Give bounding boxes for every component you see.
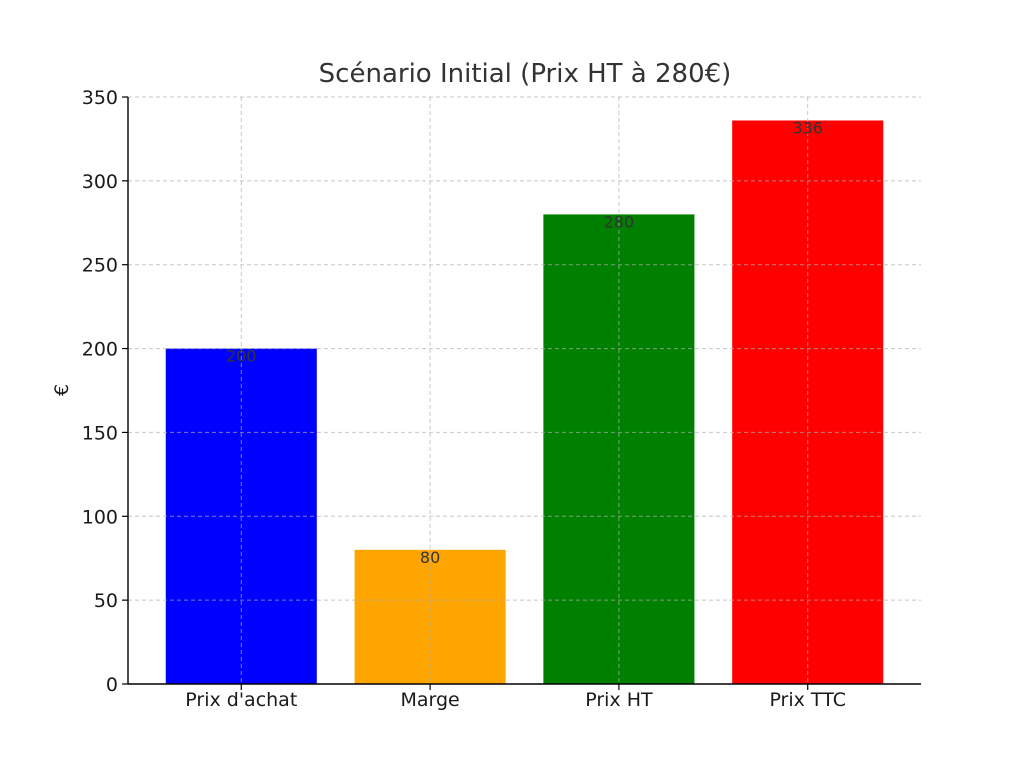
x-tick-label-3: Prix TTC <box>769 689 846 711</box>
y-tick-label-0: 0 <box>106 674 118 696</box>
data-labels: 200 80 280 336 <box>226 118 823 566</box>
data-label-0: 200 <box>226 347 257 366</box>
y-tick-label-4: 200 <box>82 339 118 361</box>
x-tick-label-1: Marge <box>400 689 459 711</box>
y-tick-label-1: 50 <box>94 590 118 612</box>
x-tick-label-2: Prix HT <box>585 689 653 711</box>
data-label-2: 280 <box>604 212 635 231</box>
y-tick-label-2: 100 <box>82 506 118 528</box>
y-tick-label-5: 250 <box>82 255 118 277</box>
axes: 0 50 100 150 200 250 300 350 Prix d'achat Marge Pr… <box>82 87 921 711</box>
y-tick-label-7: 350 <box>82 87 118 109</box>
chart-title: Scénario Initial (Prix HT à 280€) <box>319 59 732 89</box>
data-label-1: 80 <box>420 548 440 567</box>
x-tick-label-0: Prix d'achat <box>185 689 297 711</box>
bars <box>165 120 884 685</box>
y-axis-label: € <box>51 384 73 396</box>
data-label-3: 336 <box>792 118 823 137</box>
grid <box>128 96 921 684</box>
y-tick-label-3: 150 <box>82 422 118 444</box>
y-tick-label-6: 300 <box>82 171 118 193</box>
